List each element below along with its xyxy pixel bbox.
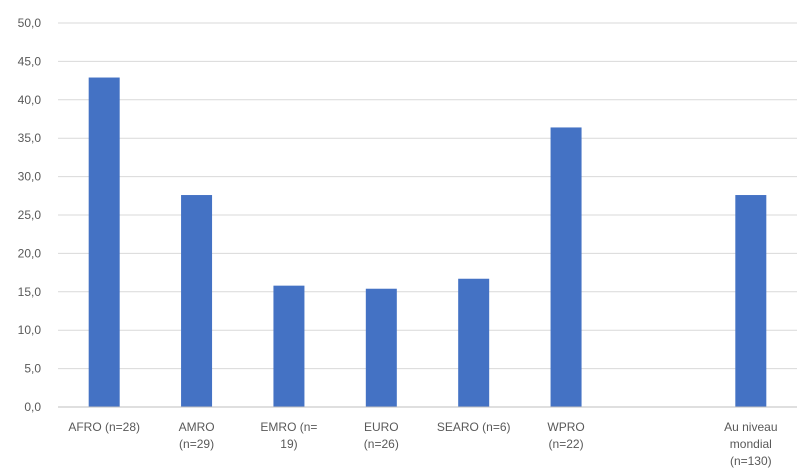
y-tick-label: 15,0	[18, 285, 42, 299]
y-tick-label: 45,0	[18, 54, 42, 68]
y-tick-label: 5,0	[24, 362, 41, 376]
bar	[735, 195, 767, 407]
gridlines	[58, 22, 797, 370]
bar	[550, 127, 582, 407]
y-tick-label: 35,0	[18, 131, 42, 145]
bar	[458, 278, 490, 407]
bar	[365, 288, 397, 407]
y-tick-label: 50,0	[18, 16, 42, 30]
x-category-label: AMRO (n=29)	[179, 420, 215, 451]
y-tick-label: 10,0	[18, 323, 42, 337]
y-tick-label: 0,0	[24, 400, 41, 414]
bar	[88, 77, 120, 407]
x-category-label: WPRO (n=22)	[547, 420, 584, 451]
bars	[88, 77, 767, 407]
y-tick-label: 30,0	[18, 170, 42, 184]
y-tick-label: 20,0	[18, 246, 42, 260]
y-axis-tick-labels: 0,0 5,0 10,0 15,0 20,0 25,0 30,0 35,0 40,0 45,0 50…	[18, 16, 42, 414]
x-category-label: AFRO (n=28)	[68, 420, 140, 434]
x-category-label: Au niveau mondial (n=130)	[724, 420, 777, 468]
x-category-label: SEARO (n=6)	[437, 420, 511, 434]
bar	[273, 285, 305, 407]
x-category-label: EURO (n=26)	[364, 420, 399, 451]
x-category-label: EMRO (n= 19)	[260, 420, 317, 451]
x-axis-category-labels: AFRO (n=28) AMRO (n=29) EMRO (n= 19) EURO (n=2…	[68, 420, 777, 468]
bar	[181, 195, 213, 407]
y-tick-label: 25,0	[18, 208, 42, 222]
y-tick-label: 40,0	[18, 93, 42, 107]
